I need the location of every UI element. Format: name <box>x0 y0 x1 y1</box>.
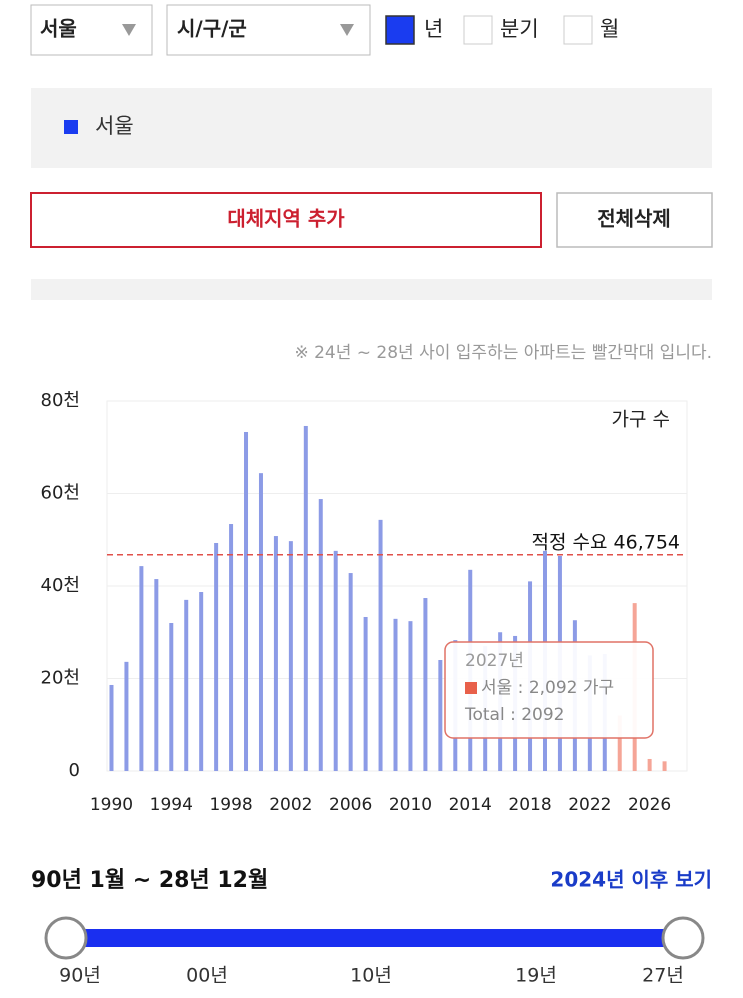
x-tick-label: 2018 <box>508 795 551 815</box>
tooltip-line: 서울 : 2,092 가구 <box>481 678 614 698</box>
bar <box>378 519 383 771</box>
bar <box>363 616 368 771</box>
bar <box>408 621 413 771</box>
x-tick-label: 2006 <box>329 795 372 815</box>
slider-label: 19년 <box>515 965 557 987</box>
bar <box>662 761 667 771</box>
x-tick-label: 2026 <box>628 795 671 815</box>
bar <box>348 573 353 771</box>
y-tick-label: 0 <box>69 760 80 781</box>
slider-label: 27년 <box>642 965 684 987</box>
dropdown-arrow <box>340 24 354 36</box>
add-button-text: 대체지역 추가 <box>227 207 345 231</box>
bar <box>169 623 174 771</box>
bar <box>273 536 278 771</box>
slider-label: 10년 <box>350 965 392 987</box>
district-text: 시/구/군 <box>177 17 247 41</box>
x-tick-label: 2002 <box>269 795 312 815</box>
bar <box>617 715 622 771</box>
checkbox[interactable] <box>563 15 593 45</box>
tooltip-swatch <box>465 682 477 694</box>
divider-strip <box>31 279 712 300</box>
x-tick-label: 2014 <box>449 795 492 815</box>
bar <box>184 599 189 771</box>
bar <box>647 758 652 771</box>
bar <box>229 524 234 771</box>
bar <box>139 566 144 771</box>
bar <box>393 618 398 771</box>
x-tick-label: 2010 <box>389 795 432 815</box>
checkbox-checked[interactable] <box>385 15 415 45</box>
bar <box>199 592 204 771</box>
tooltip <box>444 641 654 739</box>
y-tick-label: 60천 <box>41 483 80 504</box>
tooltip-title: 2027년 <box>465 651 524 671</box>
note: ※ 24년 ~ 28년 사이 입주하는 아파트는 빨간막대 입니다. <box>294 343 712 363</box>
slider-label: 90년 <box>59 965 101 987</box>
bar <box>109 684 114 771</box>
bar <box>333 550 338 771</box>
bar <box>423 598 428 771</box>
checkbox[interactable] <box>463 15 493 45</box>
legend-panel <box>31 88 712 168</box>
y-tick-label: 20천 <box>41 668 80 689</box>
checkbox-label: 년 <box>424 17 443 41</box>
after-2024-link[interactable]: 2024년 이후 보기 <box>550 868 712 892</box>
x-tick-label: 1994 <box>150 795 193 815</box>
bar <box>214 542 219 771</box>
reference-label: 적정 수요 46,754 <box>532 531 680 553</box>
bar <box>124 661 129 771</box>
delete-button-text: 전체삭제 <box>597 207 671 231</box>
tooltip-line: Total : 2092 <box>464 705 565 725</box>
add-button[interactable] <box>30 192 542 248</box>
slider-handle[interactable] <box>661 916 705 960</box>
checkbox-label: 월 <box>600 17 619 41</box>
y-axis-label: 가구 수 <box>612 409 670 431</box>
x-tick-label: 2022 <box>568 795 611 815</box>
slider-handle[interactable] <box>44 916 88 960</box>
slider-label: 00년 <box>186 965 228 987</box>
bar <box>318 499 323 771</box>
chart: 가구 수 0 20천 40천 60천 80천 1990 1994 1998 2002 2006 20… <box>41 390 688 815</box>
legend-label: 서울 <box>95 114 134 138</box>
bar <box>303 425 308 771</box>
region-text: 서울 <box>40 17 77 41</box>
slider-track <box>66 929 683 947</box>
range-text: 90년 1월 ~ 28년 12월 <box>31 868 268 893</box>
x-tick-label: 1998 <box>209 795 252 815</box>
bar <box>244 431 249 771</box>
district-select[interactable] <box>166 4 371 56</box>
slider-labels: 90년 00년 10년 19년 27년 <box>59 965 684 987</box>
legend-swatch <box>64 120 78 134</box>
x-tick-label: 1990 <box>90 795 133 815</box>
bar <box>288 541 293 771</box>
bar <box>154 579 159 771</box>
bar <box>438 660 443 771</box>
checkbox-label: 분기 <box>500 17 539 41</box>
bar <box>258 473 263 771</box>
y-tick-label: 80천 <box>41 390 80 411</box>
delete-button[interactable] <box>556 192 713 248</box>
y-tick-label: 40천 <box>41 575 80 596</box>
dropdown-arrow <box>122 24 136 36</box>
